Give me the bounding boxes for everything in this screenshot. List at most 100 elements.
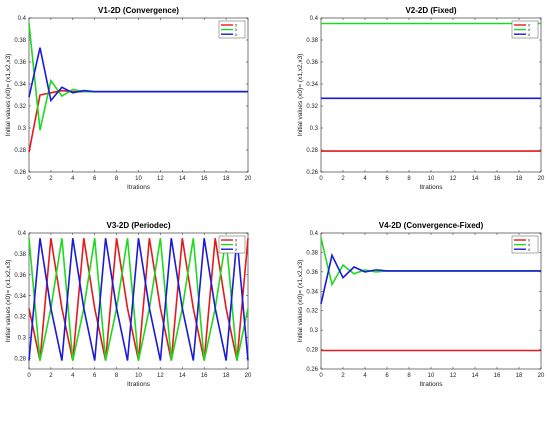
chart4-xtick-label: 20 [538,373,545,379]
chart2-ytick-label: 0.4 [310,16,319,22]
chart4-ytick-label: 0.36 [306,270,318,276]
chart1-ytick-label: 0.26 [14,170,26,176]
chart3-title: V3-2D (Periodec) [106,221,170,230]
chart2-ytick-label: 0.38 [306,38,318,44]
chart1-legend-label: x [234,27,238,32]
chart1-ytick-label: 0.28 [14,148,26,154]
chart1-xlabel: Itrations [127,184,151,191]
chart4-ytick-label: 0.26 [306,367,318,373]
chart2-xtick-label: 6 [385,176,389,182]
chart1-ytick-label: 0.4 [18,16,27,22]
chart4-xtick-label: 16 [494,373,501,379]
chart4-xtick-label: 18 [516,373,523,379]
chart4-ytick-label: 0.3 [310,328,319,334]
chart3-xtick-label: 4 [71,373,75,379]
chart3-xlabel: Itrations [127,381,151,388]
chart4-ytick-label: 0.32 [306,309,318,315]
chart3-ytick-label: 0.38 [14,252,26,258]
chart1-ylabel: Initial values (x0)= (x1,x2,x3) [5,54,12,137]
chart1-xtick-label: 18 [223,176,230,182]
chart4-xlabel: Itrations [419,381,443,388]
chart1: V1-2D (Convergence) 0 2 4 6 8 10 12 14 16 18 20 0.26… [5,6,252,191]
chart2-xtick-label: 18 [516,176,523,182]
chart1-ytick-label: 0.32 [14,104,26,110]
chart2-ylabel: Initial values (x0)= (x1,x2,x3) [297,54,304,137]
chart1-xtick-label: 8 [115,176,119,182]
chart3-ytick-label: 0.4 [18,231,27,237]
chart1-xtick-label: 10 [135,176,142,182]
chart2-ytick-label: 0.28 [306,148,318,154]
chart3-ytick-label: 0.36 [14,273,26,279]
chart2-ytick-label: 0.34 [306,82,318,88]
chart3-xtick-label: 14 [179,373,186,379]
chart4-legend-label: x [527,238,531,243]
chart1-legend-label: x [234,32,238,37]
chart4-xtick-label: 4 [363,373,367,379]
chart2: V2-2D (Fixed) 0 2 4 6 8 10 12 14 16 18 20 0.26 0.28 0.… [297,6,545,191]
chart2-xtick-label: 12 [450,176,457,182]
chart4-series-3-line [320,252,541,305]
chart2-legend-label: x [527,27,531,32]
chart2-axes-box [320,17,542,173]
chart4-title: V4-2D (Convergence-Fixed) [379,221,484,230]
chart2-title: V2-2D (Fixed) [405,6,456,15]
chart2-xtick-label: 20 [538,176,545,182]
chart1-legend-label: x [234,23,238,28]
chart3-xtick-label: 10 [135,373,142,379]
chart4-xtick-label: 6 [385,373,389,379]
chart3-legend-label: x [234,242,238,247]
chart2-legend-label: x [527,23,531,28]
chart4-xtick-label: 0 [319,373,323,379]
chart3-xtick-label: 12 [157,373,164,379]
chart3-xtick-label: 2 [49,373,53,379]
chart4-axes-box [320,232,542,370]
chart3-series-3-line [28,238,249,361]
chart4-xtick-label: 8 [407,373,411,379]
chart3-xtick-label: 8 [115,373,119,379]
chart1-series-1-line [28,89,248,153]
chart1-ytick-label: 0.36 [14,60,26,66]
chart1-ytick-label: 0.3 [18,126,27,132]
chart3-xtick-label: 20 [245,373,252,379]
chart1-xtick-label: 16 [201,176,208,182]
chart1-xtick-label: 14 [179,176,186,182]
chart3-ytick-label: 0.34 [14,294,26,300]
chart4-xtick-label: 12 [450,373,457,379]
chart3-series-1-line [28,238,249,361]
chart2-xtick-label: 16 [494,176,501,182]
chart3-ytick-label: 0.28 [14,357,26,363]
chart1-xtick-label: 12 [157,176,164,182]
chart3-xtick-label: 18 [223,373,230,379]
chart3-ytick-label: 0.3 [18,336,27,342]
chart4-ytick-label: 0.28 [306,348,318,354]
chart1-ytick-label: 0.38 [14,38,26,44]
chart3: V3-2D (Periodec) 0 2 4 6 8 10 12 14 16 18 20 0.28 0.3… [5,221,252,388]
chart4-legend-label: x [527,242,531,247]
chart1-xtick-label: 2 [49,176,53,182]
chart4-ytick-label: 0.34 [306,289,318,295]
chart2-ytick-label: 0.26 [306,170,318,176]
chart4-xtick-label: 10 [428,373,435,379]
chart3-legend-label: x [234,247,238,252]
chart2-ytick-label: 0.32 [306,104,318,110]
chart2-xlabel: Itrations [419,184,443,191]
chart1-series-3-line [28,47,248,103]
chart4-xtick-label: 2 [341,373,345,379]
chart2-ytick-label: 0.3 [310,126,319,132]
chart1-xtick-label: 6 [93,176,97,182]
chart4-ytick-label: 0.38 [306,250,318,256]
chart3-ytick-label: 0.32 [14,315,26,321]
chart2-xtick-label: 4 [363,176,367,182]
chart3-axes-box [28,232,249,370]
chart3-xtick-label: 6 [93,373,97,379]
chart1-xtick-label: 0 [27,176,31,182]
chart4: V4-2D (Convergence-Fixed) 0 2 4 6 8 10 12 14 16 18… [297,221,545,388]
chart1-series-2-line [28,23,248,131]
chart4-series-2-line [320,237,541,287]
chart4-xtick-label: 14 [472,373,479,379]
chart1-xtick-label: 4 [71,176,75,182]
chart1-xtick-label: 20 [245,176,252,182]
chart2-legend-label: x [527,32,531,37]
